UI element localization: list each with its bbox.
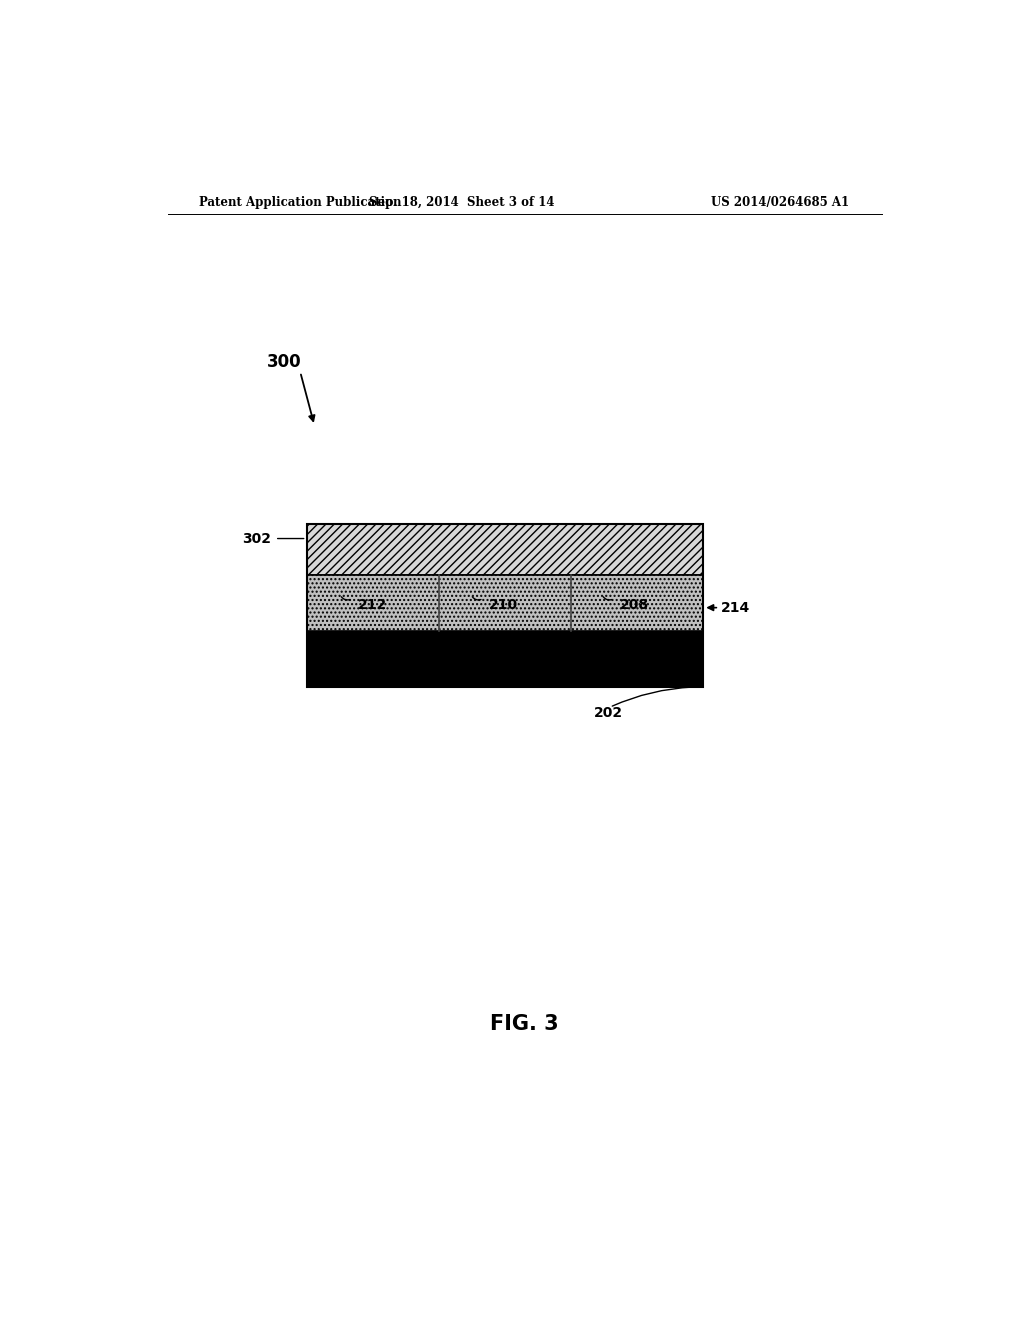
Text: US 2014/0264685 A1: US 2014/0264685 A1 (712, 195, 850, 209)
Bar (306, 576, 703, 631)
Bar (306, 631, 703, 686)
Text: FIG. 3: FIG. 3 (490, 1014, 559, 1035)
Text: 300: 300 (267, 352, 301, 371)
Text: Patent Application Publication: Patent Application Publication (200, 195, 402, 209)
Text: 302: 302 (242, 532, 270, 545)
Bar (306, 524, 703, 686)
Text: 210: 210 (489, 598, 518, 611)
Text: 202: 202 (594, 706, 623, 721)
Bar (306, 524, 703, 576)
Text: 208: 208 (620, 598, 649, 611)
Text: 212: 212 (358, 598, 387, 611)
Text: Sep. 18, 2014  Sheet 3 of 14: Sep. 18, 2014 Sheet 3 of 14 (369, 195, 554, 209)
Text: 214: 214 (721, 601, 750, 615)
